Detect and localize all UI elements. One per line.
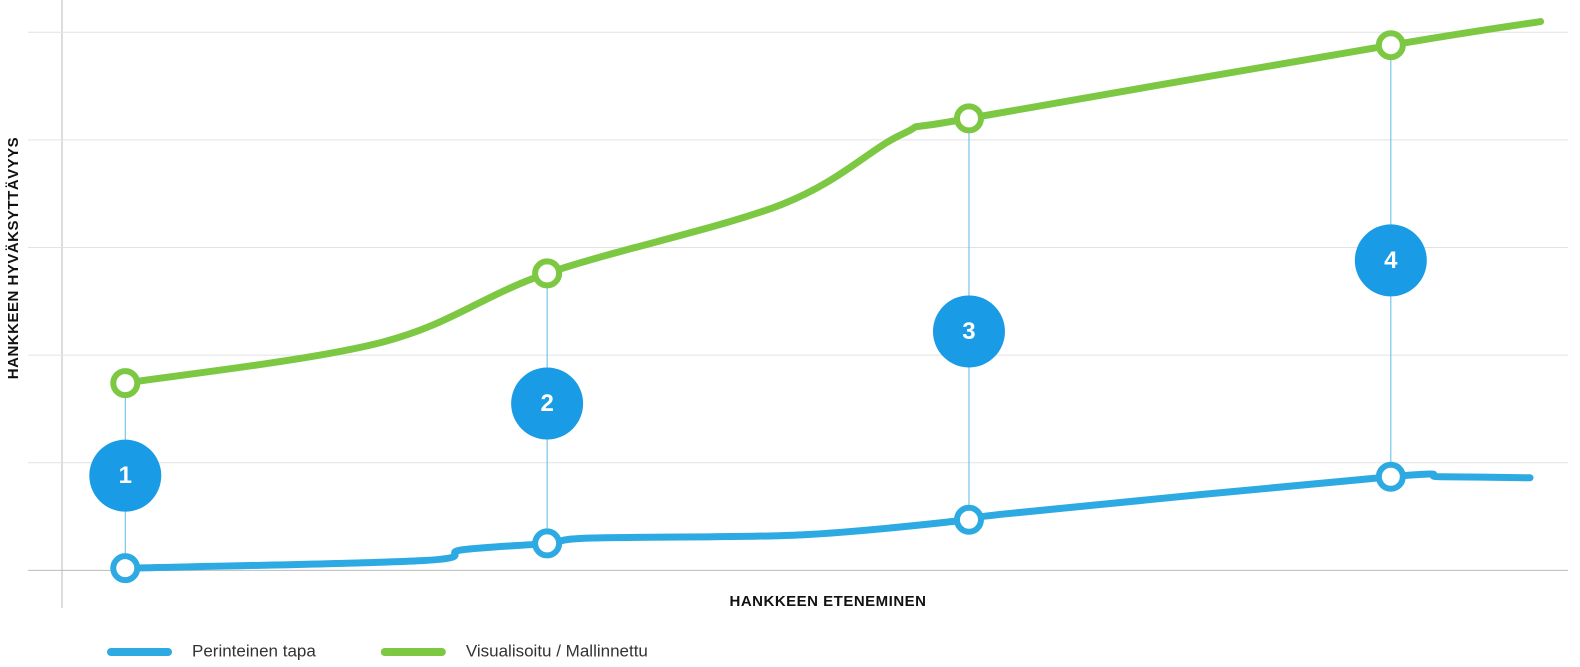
point-marker [1375,30,1406,61]
legend-label: Perinteinen tapa [192,641,316,660]
point-marker [532,528,563,559]
legend-label: Visualisoitu / Mallinnettu [466,641,648,660]
badge-label: 3 [962,318,975,345]
badge [1354,224,1427,297]
point-marker [1375,461,1406,492]
y-axis-title: HANKKEEN HYVÄKSYTTÄVYYS [5,137,22,379]
point-marker [953,504,984,535]
badge [932,295,1005,368]
point-marker [110,553,141,584]
x-axis-title: HANKKEEN ETENEMINEN [729,593,926,610]
badge [511,367,584,440]
badge-label: 2 [540,390,553,417]
badge-label: 1 [119,462,132,489]
point-marker [110,368,141,399]
badge [89,439,162,512]
point-marker [953,103,984,134]
badge-label: 4 [1384,247,1398,274]
point-marker [532,258,563,289]
line [121,470,1534,572]
line [121,18,1545,387]
